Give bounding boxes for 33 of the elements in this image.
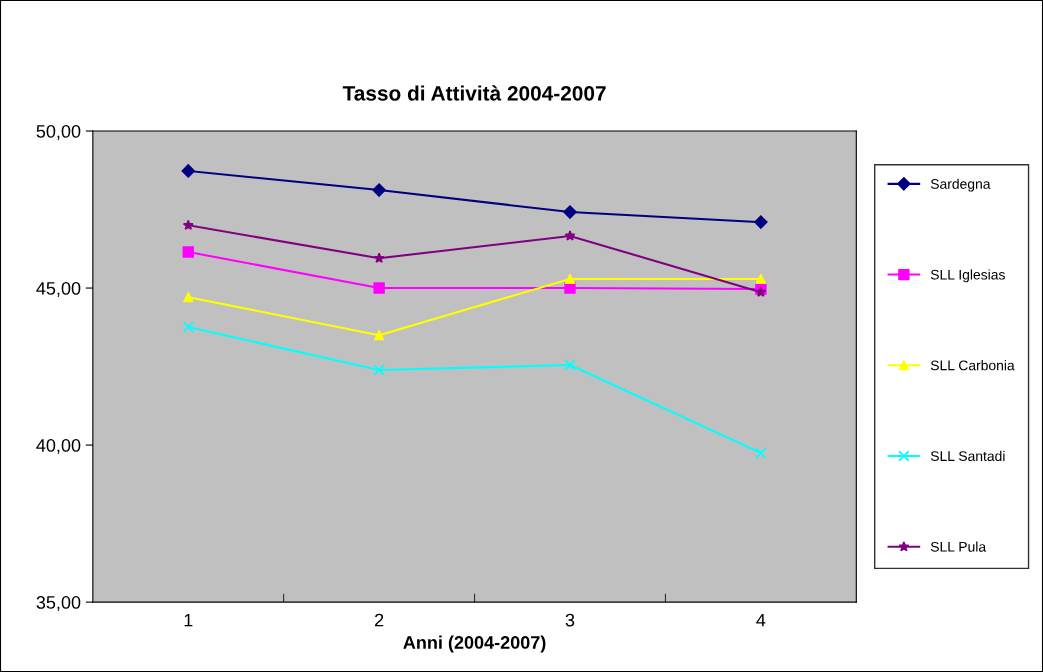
legend-label: Sardegna	[930, 178, 991, 192]
y-tick-label: 35,00	[36, 596, 81, 611]
x-tick-label: 4	[756, 613, 766, 627]
x-axis-title: Anni (2004-2007)	[403, 635, 546, 653]
y-tick-label: 45,00	[36, 282, 81, 297]
x-tick-label: 1	[184, 613, 193, 627]
point	[373, 252, 385, 263]
x-tick-label: 3	[565, 613, 575, 627]
legend-label: SLL Carbonia	[930, 360, 1015, 371]
point	[755, 273, 766, 284]
y-tick-label: 40,00	[36, 439, 81, 454]
point	[182, 321, 194, 333]
legend-label: SLL Pula	[930, 541, 987, 552]
point	[564, 230, 576, 241]
point	[182, 219, 194, 231]
point	[564, 273, 576, 284]
point	[564, 359, 576, 371]
x-tick-label: 2	[375, 613, 384, 627]
point	[563, 205, 577, 219]
point	[372, 183, 386, 197]
chart-title: Tasso di Attività 2004-2007	[342, 85, 606, 101]
point	[754, 215, 768, 229]
point	[755, 447, 767, 459]
legend-label: SLL Iglesias	[930, 269, 1005, 283]
point	[564, 282, 576, 294]
legend-label: SLL Santadi	[930, 450, 1005, 462]
point	[181, 164, 195, 178]
point	[373, 364, 385, 376]
y-tick-label: 50,00	[36, 124, 81, 140]
point	[183, 292, 194, 303]
point	[373, 282, 385, 294]
point	[374, 330, 385, 341]
point	[182, 246, 194, 258]
